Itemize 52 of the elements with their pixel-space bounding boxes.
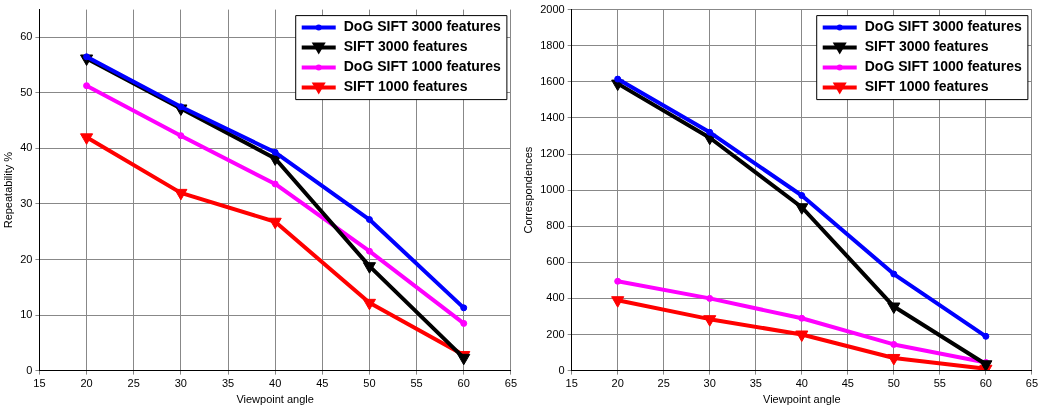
- x-tick-label: 15: [565, 377, 578, 390]
- x-tick-label: 25: [657, 377, 670, 390]
- x-tick-label: 45: [841, 377, 854, 390]
- y-tick-label: 800: [546, 219, 565, 232]
- x-tick-label: 50: [363, 377, 376, 390]
- x-tick-label: 30: [174, 377, 187, 390]
- x-tick-label: 40: [269, 377, 282, 390]
- legend-label: DoG SIFT 1000 features: [864, 58, 1023, 75]
- x-tick-label: 40: [795, 377, 808, 390]
- x-axis-title: Viewpoint angle: [763, 393, 841, 406]
- x-tick-label: 20: [611, 377, 624, 390]
- y-tick-label: 0: [558, 363, 565, 376]
- y-tick-label: 1800: [540, 38, 565, 51]
- y-tick-label: 1000: [540, 183, 565, 196]
- legend-label: DoG SIFT 1000 features: [343, 58, 502, 75]
- x-tick-label: 30: [703, 377, 716, 390]
- x-tick-label: 45: [316, 377, 329, 390]
- x-tick-label: 35: [221, 377, 235, 390]
- y-tick-label: 20: [20, 252, 33, 265]
- y-tick-label: 60: [20, 30, 33, 43]
- legend-label: SIFT 3000 features: [343, 38, 468, 55]
- x-tick-label: 20: [80, 377, 93, 390]
- y-tick-label: 30: [20, 197, 33, 210]
- legend-label: DoG SIFT 3000 features: [343, 18, 502, 35]
- x-axis-title: Viewpoint angle: [236, 393, 314, 406]
- y-tick-label: 1400: [540, 110, 565, 123]
- y-tick-label: 10: [20, 308, 33, 321]
- x-tick-label: 35: [749, 377, 762, 390]
- y-tick-label: 200: [546, 327, 565, 340]
- x-tick-label: 60: [457, 377, 470, 390]
- y-tick-label: 40: [20, 141, 33, 154]
- legend-label: SIFT 3000 features: [864, 38, 989, 55]
- y-tick-label: 50: [20, 85, 33, 98]
- x-tick-label: 25: [127, 377, 140, 390]
- y-tick-label: 600: [546, 255, 565, 268]
- y-tick-label: 2000: [540, 2, 565, 15]
- x-tick-label: 65: [504, 377, 518, 390]
- y-axis-title: Correspondences: [521, 146, 534, 234]
- x-tick-label: 55: [410, 377, 423, 390]
- y-tick-label: 1600: [540, 74, 565, 87]
- legend-label: SIFT 1000 features: [343, 78, 468, 95]
- y-tick-label: 0: [26, 363, 33, 376]
- y-tick-label: 400: [546, 291, 565, 304]
- y-tick-label: 1200: [540, 147, 565, 160]
- legend-label: DoG SIFT 3000 features: [864, 18, 1023, 35]
- y-axis-title: Repeatability %: [1, 151, 14, 229]
- x-tick-label: 65: [1025, 377, 1039, 390]
- x-tick-label: 60: [979, 377, 992, 390]
- x-tick-label: 50: [887, 377, 900, 390]
- legend-label: SIFT 1000 features: [864, 78, 989, 95]
- x-tick-label: 15: [33, 377, 46, 390]
- x-tick-label: 55: [933, 377, 946, 390]
